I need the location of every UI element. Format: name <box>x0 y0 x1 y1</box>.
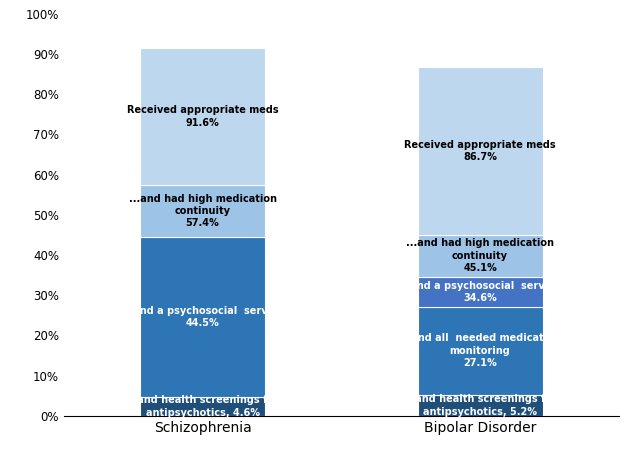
Text: Received appropriate meds
91.6%: Received appropriate meds 91.6% <box>127 105 278 128</box>
Text: ...and a psychosocial  service
34.6%: ...and a psychosocial service 34.6% <box>399 280 561 303</box>
Text: Received appropriate meds
86.7%: Received appropriate meds 86.7% <box>404 140 556 162</box>
Bar <box>418 67 542 235</box>
Text: ...and had high medication
continuity
45.1%: ...and had high medication continuity 45… <box>406 238 554 273</box>
Bar <box>418 277 542 307</box>
Bar <box>418 395 542 416</box>
Bar <box>418 235 542 277</box>
Text: ...and health screenings for
antipsychotics, 5.2%: ...and health screenings for antipsychot… <box>404 394 556 417</box>
Bar <box>140 397 265 416</box>
Text: ...and a psychosocial  service
44.5%: ...and a psychosocial service 44.5% <box>122 306 283 328</box>
Bar <box>140 48 265 185</box>
Text: ...and all  needed medication
monitoring
27.1%: ...and all needed medication monitoring … <box>400 334 560 368</box>
Bar <box>140 185 265 237</box>
Bar <box>418 307 542 395</box>
Bar <box>140 237 265 397</box>
Text: ...and health screenings for
antipsychotics, 4.6%: ...and health screenings for antipsychot… <box>126 395 279 418</box>
Text: ...and had high medication
continuity
57.4%: ...and had high medication continuity 57… <box>129 194 276 228</box>
